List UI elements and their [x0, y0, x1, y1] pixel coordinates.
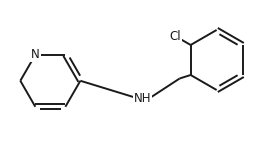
Text: Cl: Cl: [170, 30, 182, 43]
Text: N: N: [31, 48, 40, 61]
Text: NH: NH: [134, 92, 151, 105]
